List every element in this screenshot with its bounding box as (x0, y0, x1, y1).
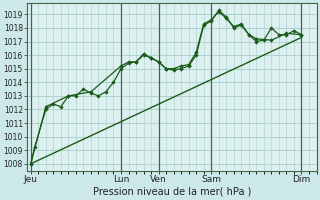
X-axis label: Pression niveau de la mer( hPa ): Pression niveau de la mer( hPa ) (92, 187, 251, 197)
